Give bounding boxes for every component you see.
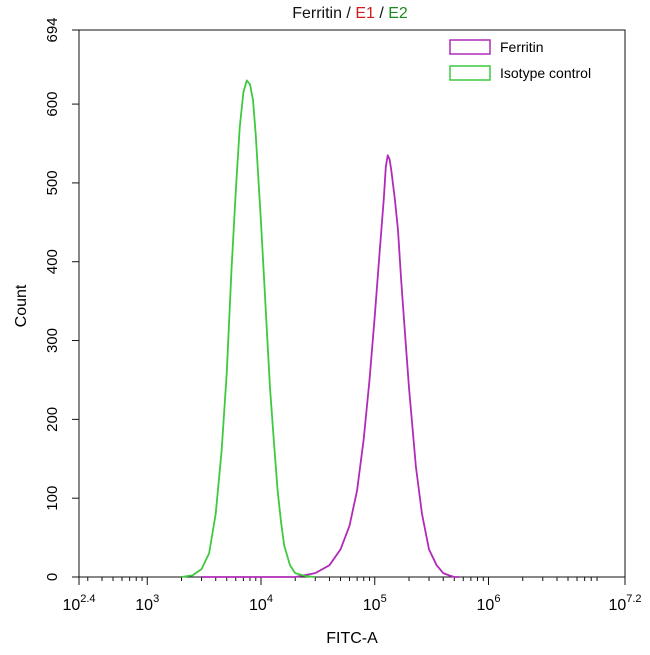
legend-swatch	[449, 39, 491, 55]
y-axis-label: Count	[13, 284, 30, 327]
x-tick-label: 107.2	[608, 593, 641, 614]
y-axis-ticks: 0 100 200 300 400 500 600 694	[44, 17, 79, 581]
title-part-2: E1	[355, 5, 375, 22]
legend-swatch	[449, 65, 491, 81]
x-tick-label: 104	[249, 593, 273, 614]
y-tick-label: 200	[44, 407, 61, 432]
y-tick-label: 400	[44, 249, 61, 274]
series-line-isotype-control	[181, 79, 316, 578]
title-part-4: E2	[388, 5, 408, 22]
y-tick-label: 100	[44, 486, 61, 511]
title-part-1: /	[342, 5, 355, 22]
x-tick-label: 103	[135, 593, 159, 614]
y-tick-label: 694	[44, 17, 61, 42]
x-minor-ticks	[87, 577, 598, 581]
chart-title: Ferritin / E1 / E2	[292, 5, 408, 22]
x-tick-label: 102.4	[62, 593, 95, 614]
legend: Ferritin Isotype control	[449, 39, 591, 81]
title-part-0: Ferritin	[292, 5, 342, 22]
y-tick-label: 0	[44, 573, 61, 581]
x-axis-label: FITC-A	[326, 630, 378, 647]
x-axis-ticks: 102.4 103 104 105 106 107.2	[62, 577, 642, 614]
y-tick-label: 600	[44, 92, 61, 117]
y-tick-label: 300	[44, 328, 61, 353]
y-tick-label: 500	[44, 170, 61, 195]
legend-label: Ferritin	[500, 39, 544, 55]
legend-label: Isotype control	[500, 65, 591, 81]
title-part-3: /	[375, 5, 388, 22]
y-axis-label-group: Count	[13, 284, 30, 327]
series-layer	[181, 79, 459, 578]
plot-frame	[78, 29, 626, 578]
x-tick-label: 106	[477, 593, 501, 614]
series-line-ferritin	[201, 154, 459, 578]
x-tick-label: 105	[363, 593, 387, 614]
